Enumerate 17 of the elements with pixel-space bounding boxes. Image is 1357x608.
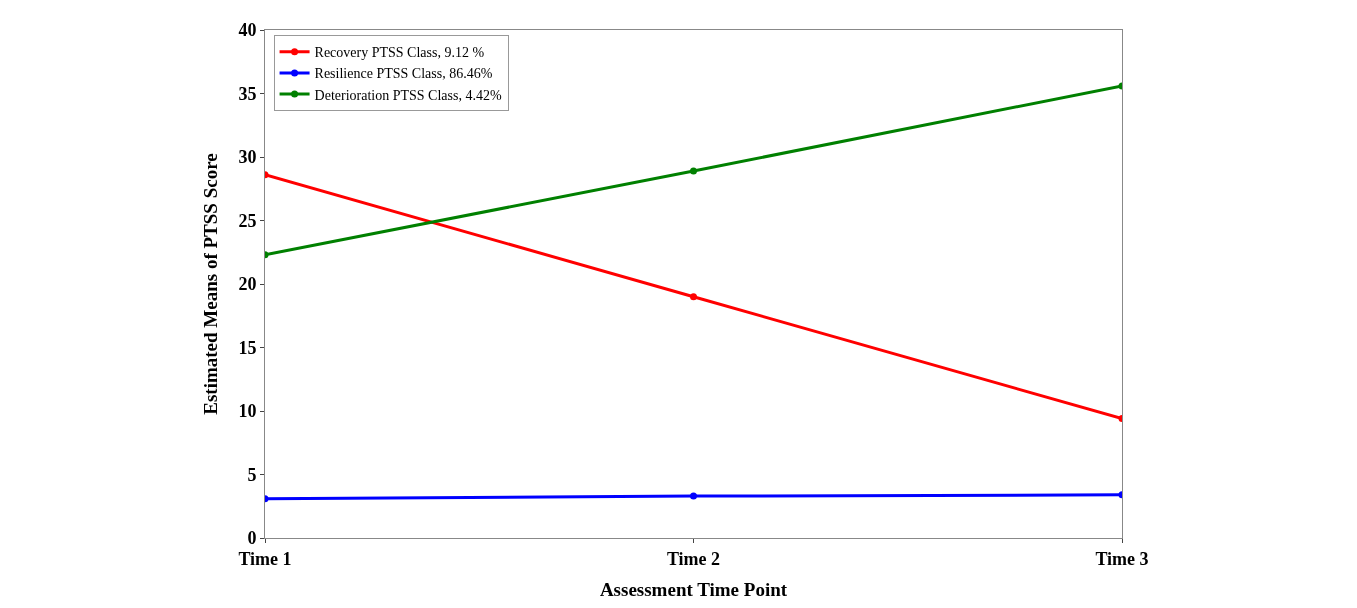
y-tick-label: 40: [238, 20, 257, 41]
x-tick-label: Time 1: [238, 548, 292, 569]
y-tick-label: 30: [238, 147, 257, 168]
legend-label: Deterioration PTSS Class, 4.42%: [314, 87, 502, 103]
y-tick-label: 20: [238, 274, 257, 295]
x-tick-label: Time 2: [666, 548, 721, 569]
legend-label: Recovery PTSS Class, 9.12 %: [314, 45, 485, 61]
y-tick-label: 25: [238, 210, 257, 231]
y-tick-label: 5: [247, 464, 257, 485]
y-tick-label: 10: [238, 401, 257, 422]
x-axis-title: Assessment Time Point: [599, 579, 788, 601]
x-tick-label: Time 3: [1095, 548, 1149, 569]
y-tick-label: 0: [247, 528, 257, 549]
y-tick-label: 35: [238, 83, 257, 104]
y-tick-label: 15: [238, 337, 257, 358]
y-axis-title: Estimated Means of PTSS Score: [200, 153, 222, 415]
legend-label: Resilience PTSS Class, 86.46%: [314, 66, 493, 82]
